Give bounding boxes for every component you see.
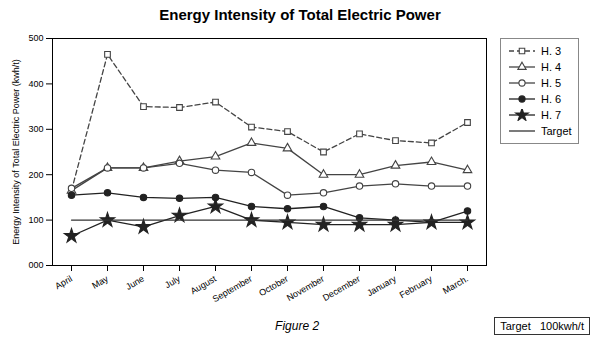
svg-text:January: January: [365, 273, 398, 298]
svg-text:000: 000: [28, 260, 43, 270]
html-text:Target 100kwh/t: Target 100kwh/t: [500, 320, 584, 332]
html-text:Energy Intensity of Total Elec: Energy Intensity of Total Electric Power: [159, 6, 441, 23]
html-text:Figure 2: Figure 2: [275, 319, 320, 333]
svg-text:100: 100: [28, 215, 43, 225]
svg-text:November: November: [285, 274, 326, 303]
svg-text:December: December: [321, 274, 362, 303]
html-text:H. 6: H. 6: [541, 93, 562, 105]
svg-text:October: October: [257, 273, 290, 299]
svg-text:June: June: [124, 274, 146, 292]
svg-text:August: August: [188, 273, 218, 297]
svg-text:September: September: [211, 274, 254, 305]
svg-text:May: May: [90, 273, 110, 290]
html-text:H. 7: H. 7: [541, 109, 562, 121]
svg-text:500: 500: [28, 33, 43, 43]
svg-text:Energy Intensity of Total Elec: Energy Intensity of Total Electric Power…: [11, 59, 21, 244]
svg-text:July: July: [163, 273, 182, 290]
svg-text:400: 400: [28, 79, 43, 89]
svg-text:200: 200: [28, 170, 43, 180]
svg-text:March.: March.: [441, 274, 470, 296]
html-text:H. 3: H. 3: [541, 45, 562, 57]
html-text:H. 4: H. 4: [541, 61, 562, 73]
svg-text:February: February: [398, 273, 435, 300]
svg-text:April: April: [53, 274, 74, 292]
html-text:Target: Target: [541, 125, 572, 137]
svg-text:300: 300: [28, 124, 43, 134]
html-text:H. 5: H. 5: [541, 77, 562, 89]
